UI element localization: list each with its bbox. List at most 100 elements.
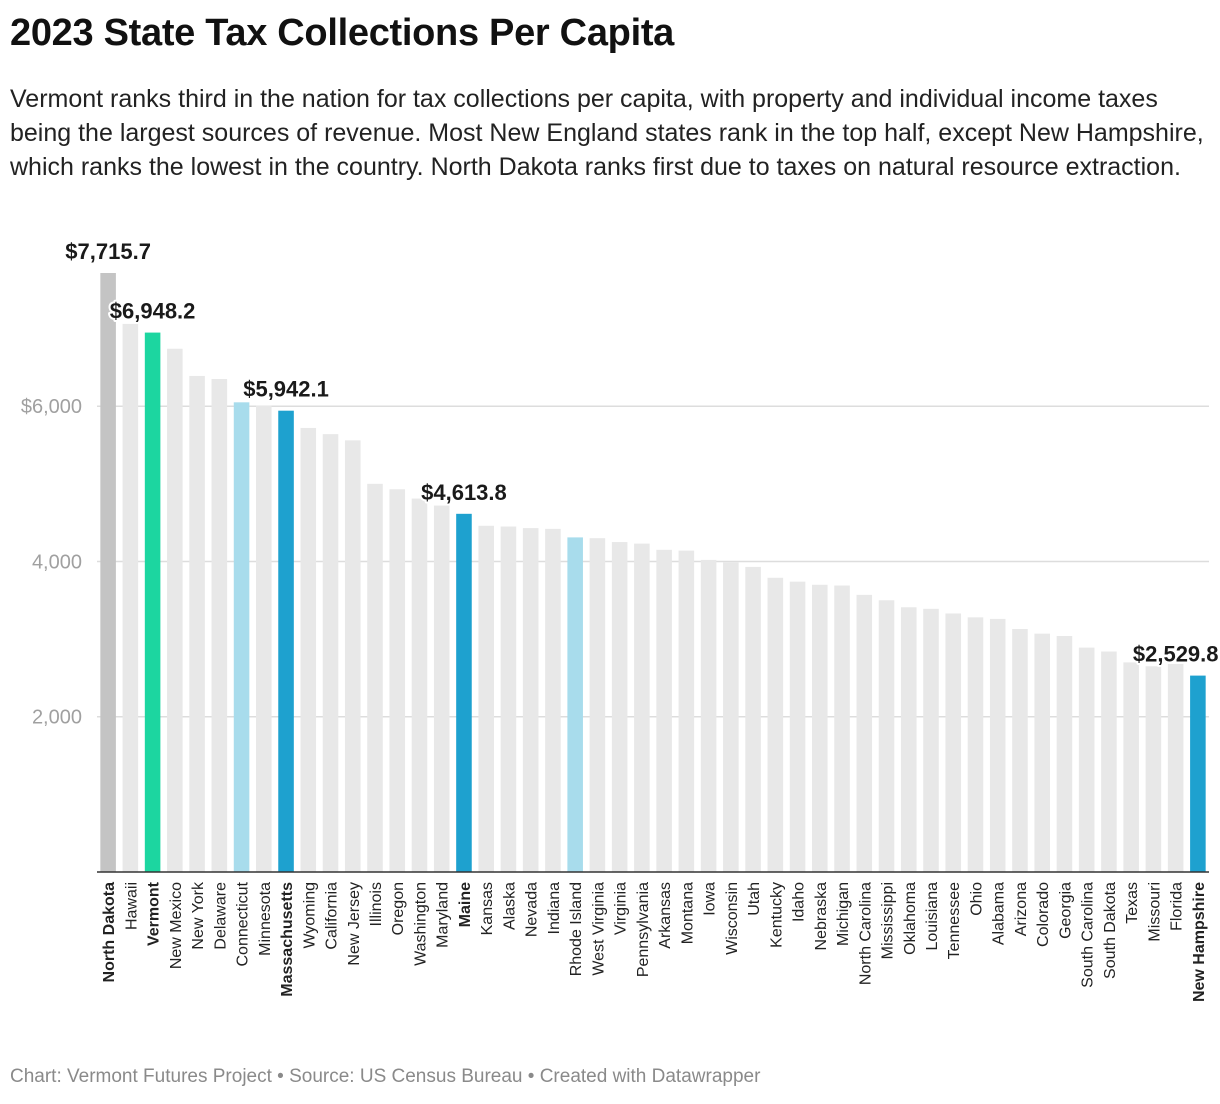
category-label: Mississippi [880, 882, 897, 959]
bar-tennessee [945, 613, 962, 872]
category-label: New Mexico [168, 882, 185, 969]
bar-connecticut [233, 402, 250, 872]
category-label: Kentucky [768, 882, 785, 948]
chart-footer: Chart: Vermont Futures Project • Source:… [10, 1066, 761, 1087]
category-label: West Virginia [590, 882, 607, 976]
category-label: New Hampshire [1191, 882, 1208, 1002]
category-label: Nevada [524, 882, 541, 937]
category-label: Virginia [613, 882, 630, 935]
bar-montana [678, 550, 695, 872]
value-annotation: $4,613.8 [421, 480, 507, 505]
bar-new-mexico [167, 348, 183, 872]
bar-oklahoma [900, 607, 917, 872]
category-label: Oregon [390, 882, 407, 935]
category-label: Maryland [435, 882, 452, 948]
category-label: Louisiana [924, 882, 941, 951]
bar-north-dakota [100, 273, 116, 872]
category-label: South Carolina [1080, 882, 1097, 988]
bar-idaho [789, 581, 806, 872]
category-label: Kansas [479, 882, 496, 935]
bar-michigan [834, 585, 850, 872]
category-label: Rhode Island [568, 882, 585, 976]
chart-title: 2023 State Tax Collections Per Capita [10, 12, 675, 54]
bar-maryland [433, 505, 450, 872]
bar-maine [456, 513, 472, 872]
bar-georgia [1056, 635, 1073, 872]
category-label: Maine [457, 882, 474, 927]
category-label: Hawaii [123, 882, 140, 930]
bar-arkansas [656, 549, 672, 872]
bar-utah [745, 566, 761, 872]
category-label: Texas [1124, 882, 1141, 924]
category-label: South Dakota [1102, 882, 1119, 979]
category-label: Arizona [1013, 882, 1030, 936]
bar-kentucky [767, 577, 784, 872]
category-label: Illinois [368, 882, 385, 926]
category-label: Utah [746, 882, 763, 916]
bar-arizona [1012, 629, 1028, 872]
category-label: Delaware [212, 882, 229, 950]
bar-louisiana [923, 608, 939, 872]
bar-new-hampshire [1190, 675, 1206, 872]
bar-west-virginia [589, 538, 606, 872]
bar-massachusetts [278, 410, 294, 872]
bar-wyoming [300, 427, 317, 872]
bar-rhode-island [567, 537, 583, 872]
category-label: Montana [679, 882, 696, 944]
value-annotation: $7,715.7 [65, 239, 151, 264]
y-tick-label: 4,000 [32, 551, 82, 573]
category-label: Connecticut [235, 881, 252, 966]
bar-colorado [1034, 633, 1050, 872]
category-label: Pennsylvania [635, 882, 652, 977]
category-label: Tennessee [946, 882, 963, 959]
category-label: Nebraska [813, 882, 830, 951]
category-label: Georgia [1057, 882, 1074, 939]
category-label: Arkansas [657, 882, 674, 949]
bar-mississippi [878, 600, 895, 872]
category-label: New Jersey [346, 882, 363, 966]
bar-alabama [989, 618, 1006, 872]
bar-nevada [522, 528, 539, 872]
bar-wisconsin [723, 562, 739, 872]
category-label: Alabama [991, 882, 1008, 945]
value-annotation: $5,942.1 [243, 377, 329, 402]
category-labels: North Dakota Hawaii Vermont New Mexico New Y… [101, 881, 1208, 1002]
category-label: Oklahoma [902, 882, 919, 955]
chart-subtitle: Vermont ranks third in the nation for ta… [10, 85, 1204, 181]
y-tick-label: 2,000 [32, 707, 82, 729]
category-label: Colorado [1035, 882, 1052, 947]
bar-illinois [367, 483, 383, 872]
category-label: North Dakota [101, 882, 118, 983]
bar-alaska [500, 526, 517, 872]
bar-south-dakota [1101, 651, 1117, 872]
category-label: Ohio [968, 882, 985, 916]
category-label: Wisconsin [724, 882, 741, 955]
bar-florida [1167, 663, 1184, 872]
category-label: Wyoming [301, 882, 318, 949]
value-annotation: $2,529.8 [1133, 642, 1219, 667]
category-label: North Carolina [857, 882, 874, 985]
bar-chart: 2,000 4,000 $6,000 North Dakota Hawaii Vermo… [21, 237, 1220, 1002]
category-label: Iowa [702, 882, 719, 916]
category-label: Vermont [146, 881, 163, 946]
bar-hawaii [122, 323, 139, 872]
bar-new-jersey [344, 440, 361, 872]
bar-nebraska [812, 584, 828, 872]
bar-kansas [478, 525, 494, 872]
category-label: New York [190, 881, 207, 950]
y-tick-label: $6,000 [21, 396, 82, 418]
category-label: Massachusetts [279, 882, 296, 997]
bar-texas [1123, 662, 1139, 872]
bar-minnesota [256, 405, 272, 872]
bar-missouri [1145, 666, 1162, 872]
bar-virginia [611, 542, 628, 872]
bar-washington [411, 498, 428, 872]
category-label: Michigan [835, 882, 852, 946]
category-label: Missouri [1146, 882, 1163, 942]
bar-iowa [700, 559, 717, 872]
category-label: Florida [1169, 882, 1186, 931]
bar-vermont [144, 332, 161, 872]
category-label: Washington [412, 882, 429, 966]
category-label: California [324, 882, 341, 950]
value-annotation: $6,948.2 [110, 299, 196, 324]
